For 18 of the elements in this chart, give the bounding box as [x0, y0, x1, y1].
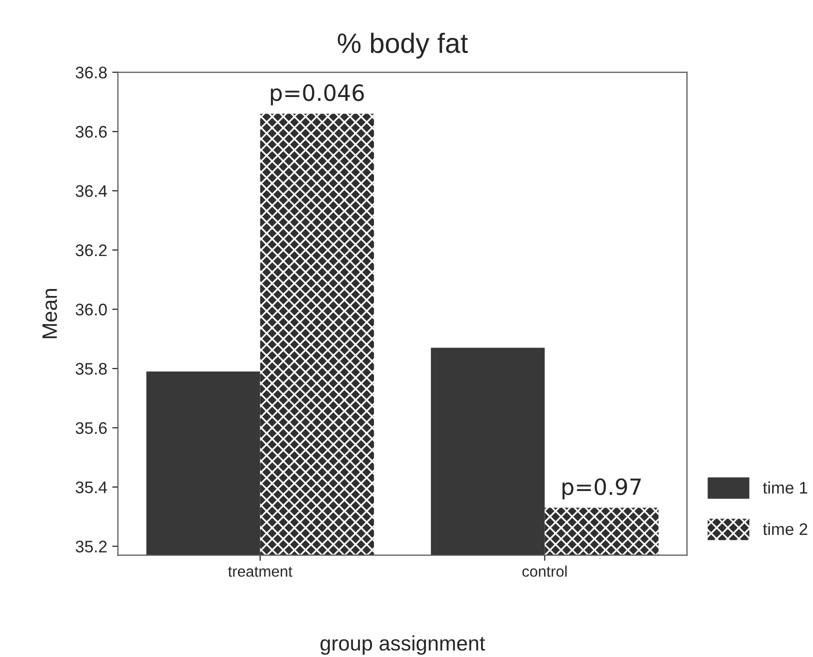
y-axis-title: Mean — [42, 289, 58, 338]
legend-label: time 2 — [762, 522, 808, 536]
x-axis-title: group assignment — [320, 635, 486, 655]
y-tick-label: 36.0 — [76, 304, 107, 316]
annotation: p=0.97 — [562, 478, 641, 500]
y-tick-label: 35.4 — [76, 481, 107, 494]
x-tick-label: treatment — [228, 566, 292, 577]
legend-label: time 1 — [762, 481, 808, 494]
y-tick-label: 35.6 — [76, 422, 107, 434]
y-tick-label: 35.2 — [76, 540, 107, 552]
x-tick-label: control — [522, 566, 567, 577]
y-tick-label: 36.6 — [76, 126, 107, 138]
chart-title: % body fat — [338, 32, 468, 59]
y-tick-label: 36.4 — [76, 185, 107, 197]
y-tick-label: 36.2 — [76, 244, 107, 256]
annotation: p=0.046 — [270, 84, 364, 106]
y-tick-label: 35.8 — [76, 362, 107, 375]
y-tick-label: 36.8 — [76, 66, 107, 78]
